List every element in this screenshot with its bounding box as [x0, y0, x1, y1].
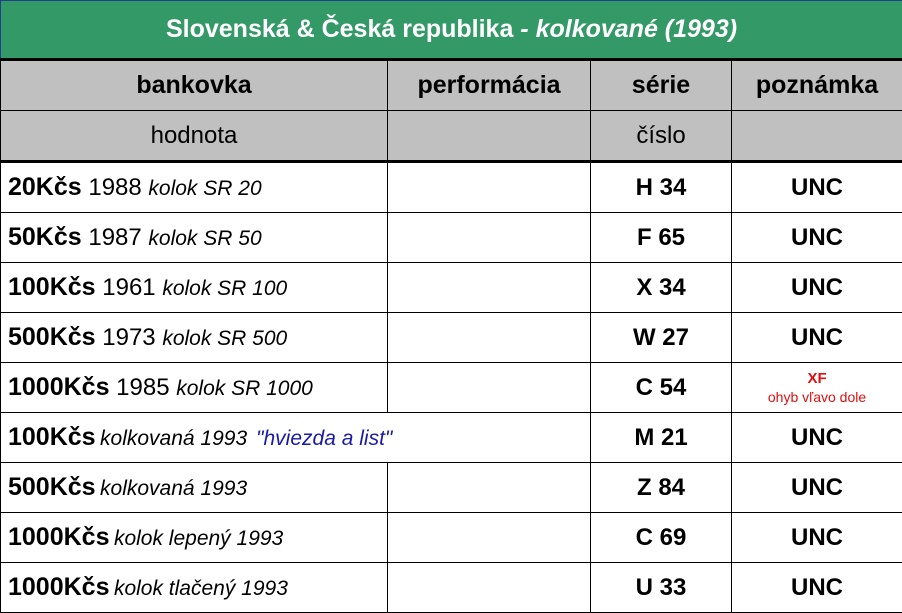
header-bankovka: bankovka — [1, 60, 388, 111]
banknote-desc: kolok tlačený 1993 — [114, 577, 288, 600]
perforation-cell — [388, 363, 591, 413]
note-detail: ohyb vľavo dole — [732, 388, 902, 406]
header-poznamka: poznámka — [732, 60, 902, 111]
header-row: bankovka performácia série poznámka — [1, 60, 902, 111]
serial-cell: C 54 — [591, 363, 732, 413]
banknote-value: 500Kčs — [8, 473, 96, 501]
banknote-desc: kolok SR 20 — [148, 177, 261, 200]
banknote-extra: "hviezda a list" — [256, 427, 392, 450]
banknote-year: 1987 — [82, 224, 149, 251]
banknote-cell: 1000Kčs 1985 kolok SR 1000 — [1, 363, 388, 413]
header-serie: série — [591, 60, 732, 111]
perforation-cell — [388, 162, 591, 213]
banknote-desc: kolok SR 500 — [162, 327, 287, 350]
banknote-year: 1961 — [96, 274, 163, 301]
table-row: 500Kčs kolkovaná 1993 Z 84 UNC — [1, 463, 902, 513]
banknote-desc: kolok SR 1000 — [176, 377, 313, 400]
serial-cell: C 69 — [591, 513, 732, 563]
table-row: 1000Kčs kolok lepený 1993 C 69 UNC — [1, 513, 902, 563]
banknote-value: 100Kčs — [8, 273, 96, 301]
note-grade: UNC — [791, 474, 843, 501]
title-main: Slovenská & Česká republika — [166, 15, 513, 43]
serial-cell: W 27 — [591, 313, 732, 363]
table-row: 100Kčs 1961 kolok SR 100 X 34 UNC — [1, 263, 902, 313]
note-grade: XF — [732, 370, 902, 388]
note-cell: UNC — [732, 213, 902, 263]
banknote-value: 50Kčs — [8, 223, 82, 251]
banknote-value: 500Kčs — [8, 323, 96, 351]
title-italic: - kolkované (1993) — [513, 15, 737, 43]
banknote-year: 1973 — [96, 324, 163, 351]
banknote-year: 1988 — [82, 174, 149, 201]
serial-cell: Z 84 — [591, 463, 732, 513]
serial-cell: U 33 — [591, 563, 732, 613]
banknote-cell: 500Kčs 1973 kolok SR 500 — [1, 313, 388, 363]
note-cell: UNC — [732, 413, 902, 463]
serial-cell: F 65 — [591, 213, 732, 263]
subheader-row: hodnota číslo — [1, 111, 902, 162]
note-grade: UNC — [791, 574, 843, 601]
table-row: 500Kčs 1973 kolok SR 500 W 27 UNC — [1, 313, 902, 363]
title-row: Slovenská & Česká republika - kolkované … — [1, 1, 902, 60]
note-grade: UNC — [791, 424, 843, 451]
note-grade: UNC — [791, 524, 843, 551]
perforation-cell — [388, 313, 591, 363]
note-cell: UNC — [732, 263, 902, 313]
note-cell: UNC — [732, 563, 902, 613]
banknote-year: 1985 — [109, 374, 176, 401]
banknote-cell: 20Kčs 1988 kolok SR 20 — [1, 162, 388, 213]
banknote-desc: kolok lepený 1993 — [114, 527, 283, 550]
note-grade: UNC — [791, 324, 843, 351]
banknote-value: 1000Kčs — [8, 373, 109, 401]
banknote-cell: 1000Kčs kolok tlačený 1993 — [1, 563, 388, 613]
perforation-cell — [388, 213, 591, 263]
banknote-desc: kolkovaná 1993 — [100, 477, 247, 500]
banknote-value: 1000Kčs — [8, 573, 109, 601]
note-cell: UNC — [732, 313, 902, 363]
perforation-cell — [388, 563, 591, 613]
banknote-value: 20Kčs — [8, 173, 82, 201]
table-row: 1000Kčs kolok tlačený 1993 U 33 UNC — [1, 563, 902, 613]
banknote-value: 1000Kčs — [8, 523, 109, 551]
banknote-desc: kolkovaná 1993 — [100, 427, 247, 450]
table-title: Slovenská & Česká republika - kolkované … — [1, 1, 902, 60]
banknote-desc: kolok SR 100 — [162, 277, 287, 300]
banknote-cell: 50Kčs 1987 kolok SR 50 — [1, 213, 388, 263]
serial-cell: X 34 — [591, 263, 732, 313]
banknote-cell: 500Kčs kolkovaná 1993 — [1, 463, 388, 513]
banknote-cell: 100Kčs kolkovaná 1993 "hviezda a list" — [1, 413, 591, 463]
note-grade: UNC — [791, 224, 843, 251]
subheader-empty — [388, 111, 591, 162]
note-cell: UNC — [732, 463, 902, 513]
perforation-cell — [388, 263, 591, 313]
banknote-value: 100Kčs — [8, 423, 96, 451]
note-cell: UNC — [732, 513, 902, 563]
note-grade: UNC — [791, 274, 843, 301]
perforation-cell — [388, 513, 591, 563]
table-row: 20Kčs 1988 kolok SR 20 H 34 UNC — [1, 162, 902, 213]
banknote-desc: kolok SR 50 — [148, 227, 261, 250]
table-row: 100Kčs kolkovaná 1993 "hviezda a list"M … — [1, 413, 902, 463]
serial-cell: H 34 — [591, 162, 732, 213]
perforation-cell — [388, 463, 591, 513]
banknote-cell: 1000Kčs kolok lepený 1993 — [1, 513, 388, 563]
subheader-empty — [732, 111, 902, 162]
header-performacia: performácia — [388, 60, 591, 111]
subheader-hodnota: hodnota — [1, 111, 388, 162]
subheader-cislo: číslo — [591, 111, 732, 162]
banknote-cell: 100Kčs 1961 kolok SR 100 — [1, 263, 388, 313]
table-row: 50Kčs 1987 kolok SR 50 F 65 UNC — [1, 213, 902, 263]
serial-cell: M 21 — [591, 413, 732, 463]
note-cell: UNC — [732, 162, 902, 213]
note-grade: UNC — [791, 174, 843, 201]
